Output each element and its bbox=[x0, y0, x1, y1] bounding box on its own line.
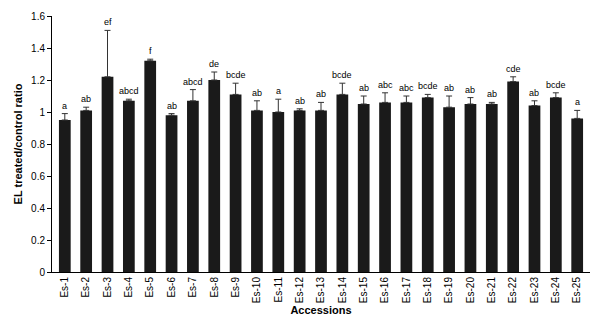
svg-text:Es-12: Es-12 bbox=[294, 277, 305, 304]
svg-text:Es-8: Es-8 bbox=[209, 277, 220, 298]
svg-text:Accessions: Accessions bbox=[290, 304, 351, 316]
svg-text:de: de bbox=[209, 59, 219, 69]
svg-text:0.6: 0.6 bbox=[31, 171, 45, 182]
svg-text:abc: abc bbox=[399, 83, 414, 93]
svg-text:0: 0 bbox=[39, 267, 45, 278]
svg-text:ab: ab bbox=[529, 88, 539, 98]
svg-text:0.8: 0.8 bbox=[31, 139, 45, 150]
svg-text:Es-24: Es-24 bbox=[550, 277, 561, 304]
svg-text:ab: ab bbox=[465, 85, 475, 95]
svg-text:Es-2: Es-2 bbox=[80, 277, 91, 298]
svg-text:ab: ab bbox=[316, 89, 326, 99]
svg-text:a: a bbox=[575, 97, 580, 107]
svg-text:1: 1 bbox=[39, 107, 45, 118]
svg-text:abcd: abcd bbox=[119, 86, 139, 96]
svg-text:Es-3: Es-3 bbox=[102, 277, 113, 298]
svg-text:ab: ab bbox=[295, 96, 305, 106]
svg-text:cde: cde bbox=[506, 64, 521, 74]
svg-text:Es-11: Es-11 bbox=[273, 277, 284, 303]
svg-text:bcde: bcde bbox=[226, 70, 246, 80]
svg-text:Es-4: Es-4 bbox=[123, 277, 134, 298]
svg-text:Es-17: Es-17 bbox=[401, 277, 412, 304]
svg-text:ab: ab bbox=[81, 94, 91, 104]
svg-text:ef: ef bbox=[104, 17, 112, 27]
svg-text:bcde: bcde bbox=[546, 80, 566, 90]
svg-text:Es-23: Es-23 bbox=[529, 277, 540, 304]
svg-text:0.4: 0.4 bbox=[31, 203, 45, 214]
svg-text:1.2: 1.2 bbox=[31, 75, 45, 86]
svg-text:Es-16: Es-16 bbox=[379, 277, 390, 304]
svg-text:EL treated/control ratio: EL treated/control ratio bbox=[12, 83, 24, 204]
svg-text:ab: ab bbox=[252, 88, 262, 98]
svg-text:ab: ab bbox=[359, 83, 369, 93]
svg-text:f: f bbox=[149, 46, 152, 56]
svg-text:ab: ab bbox=[444, 83, 454, 93]
svg-text:Es-10: Es-10 bbox=[251, 277, 262, 304]
svg-text:Es-9: Es-9 bbox=[230, 277, 241, 298]
svg-text:Es-1: Es-1 bbox=[59, 277, 70, 298]
svg-text:1.4: 1.4 bbox=[31, 43, 45, 54]
svg-text:a: a bbox=[62, 101, 67, 111]
svg-text:Es-18: Es-18 bbox=[422, 277, 433, 304]
svg-text:ab: ab bbox=[487, 89, 497, 99]
svg-text:Es-19: Es-19 bbox=[443, 277, 454, 304]
svg-text:Es-25: Es-25 bbox=[571, 277, 582, 304]
svg-text:Es-6: Es-6 bbox=[166, 277, 177, 298]
svg-text:Es-20: Es-20 bbox=[465, 277, 476, 304]
svg-text:Es-22: Es-22 bbox=[507, 277, 518, 304]
svg-text:abc: abc bbox=[378, 80, 393, 90]
svg-text:a: a bbox=[276, 86, 281, 96]
svg-text:Es-15: Es-15 bbox=[358, 277, 369, 304]
svg-text:Es-13: Es-13 bbox=[315, 277, 326, 304]
svg-text:bcde: bcde bbox=[332, 70, 352, 80]
svg-text:0.2: 0.2 bbox=[31, 235, 45, 246]
svg-text:Es-21: Es-21 bbox=[486, 277, 497, 304]
svg-text:1.6: 1.6 bbox=[31, 11, 45, 22]
svg-text:Es-5: Es-5 bbox=[144, 277, 155, 298]
svg-text:Es-7: Es-7 bbox=[187, 277, 198, 298]
svg-text:abcd: abcd bbox=[183, 77, 203, 87]
svg-text:Es-14: Es-14 bbox=[337, 277, 348, 304]
svg-text:bcde: bcde bbox=[418, 81, 438, 91]
svg-text:ab: ab bbox=[167, 101, 177, 111]
